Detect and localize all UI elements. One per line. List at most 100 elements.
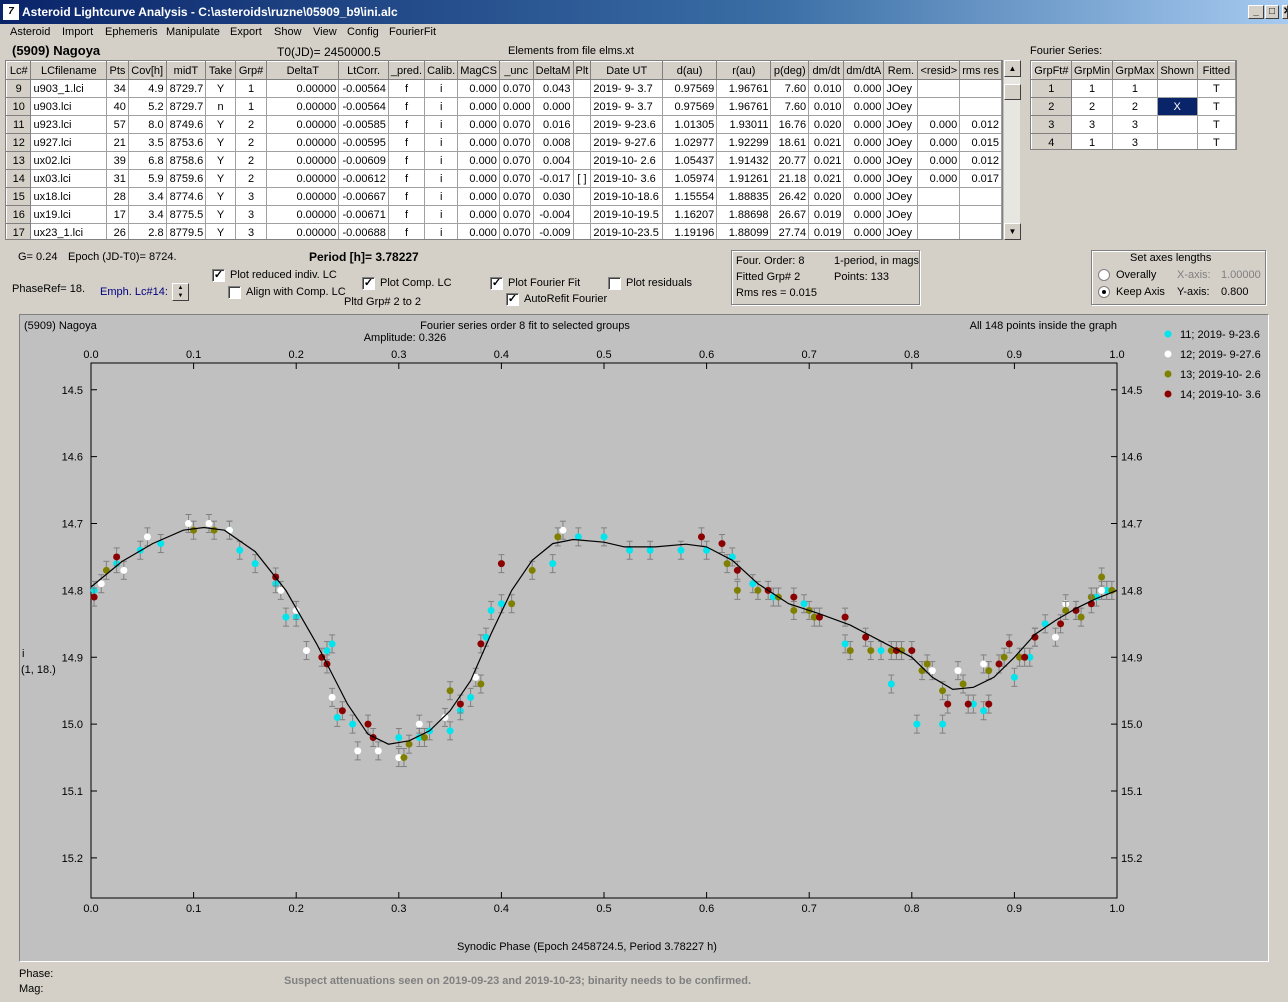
lc-table-cell[interactable]: 2 <box>234 115 268 134</box>
lc-table-cell[interactable]: 0.020 <box>808 187 845 206</box>
lc-table-cell[interactable]: 1.19196 <box>662 223 718 239</box>
lc-table-cell[interactable]: 2019-10-19.5 <box>590 205 664 224</box>
lc-table-cell[interactable]: 2019- 9-23.6 <box>590 115 664 134</box>
lc-table-cell[interactable]: 1.92299 <box>716 133 772 152</box>
lc-table-cell[interactable]: 0.070 <box>498 169 534 188</box>
lc-table-cell[interactable]: i <box>424 223 459 239</box>
lc-table-cell[interactable]: 8729.7 <box>165 79 207 98</box>
emph-lc-spinner[interactable]: ▲ ▼ <box>172 283 189 301</box>
lc-table-cell[interactable]: 0.000 <box>457 151 500 170</box>
lc-table-cell[interactable]: 0.070 <box>498 79 534 98</box>
lc-table-cell[interactable]: 0.015 <box>959 133 1002 152</box>
lc-table-cell[interactable] <box>572 133 592 152</box>
lc-table-cell[interactable]: 8729.7 <box>165 97 207 116</box>
lc-table-row[interactable]: 15 ux18.lci 28 3.4 8774.6 Y 3 0.00000 -0.00667 f i… <box>6 187 1002 206</box>
lc-table-cell[interactable]: 39 <box>106 151 129 170</box>
ft-col-header[interactable]: Shown <box>1156 61 1198 80</box>
menu-export[interactable]: Export <box>230 26 262 38</box>
lc-table-cell[interactable]: 0.00000 <box>266 205 340 224</box>
ft-table-cell[interactable]: T <box>1196 97 1236 116</box>
plot-residuals-checkbox[interactable] <box>608 277 621 290</box>
lc-table-row[interactable]: 10 u903.lci 40 5.2 8729.7 n 1 0.00000 -0.00564 f i… <box>6 97 1002 116</box>
lc-table-cell[interactable]: 21 <box>106 133 129 152</box>
lc-table-cell[interactable]: 0.000 <box>457 187 500 206</box>
lc-table-row[interactable]: 11 u923.lci 57 8.0 8749.6 Y 2 0.00000 -0.00585 f i… <box>6 115 1002 134</box>
lc-table-cell[interactable]: f <box>387 97 426 116</box>
lc-col-header[interactable]: Cov[h] <box>127 61 167 80</box>
lc-table-cell[interactable]: 0.000 <box>843 151 885 170</box>
lc-table-cell[interactable]: u903.lci <box>30 97 108 116</box>
lc-table-cell[interactable]: 14 <box>6 169 32 188</box>
lc-table-cell[interactable]: 2.8 <box>127 223 167 239</box>
lc-table-cell[interactable]: JOey <box>883 97 919 116</box>
lc-table-cell[interactable]: 0.00000 <box>266 133 340 152</box>
lc-table-cell[interactable] <box>917 97 961 116</box>
menu-view[interactable]: View <box>313 26 337 38</box>
lc-table-cell[interactable]: 57 <box>106 115 129 134</box>
x-axis-value[interactable]: 1.00000 <box>1221 269 1261 281</box>
lc-table-cell[interactable]: 1.05437 <box>662 151 718 170</box>
overally-radio[interactable] <box>1098 269 1110 281</box>
lc-table-cell[interactable]: Y <box>205 169 236 188</box>
lc-table-cell[interactable]: 0.97569 <box>662 79 718 98</box>
lc-table-cell[interactable]: 1 <box>234 97 268 116</box>
lc-table-cell[interactable]: 2 <box>234 151 268 170</box>
lc-table-cell[interactable]: 0.00000 <box>266 151 340 170</box>
lc-col-header[interactable]: d(au) <box>662 61 718 80</box>
plot-comp-checkbox[interactable]: ✓ <box>362 277 375 290</box>
lc-table-cell[interactable]: JOey <box>883 187 919 206</box>
lc-table-cell[interactable]: Y <box>205 205 236 224</box>
align-comp-checkbox[interactable] <box>228 286 241 299</box>
lc-table-row[interactable]: 17 ux23_1.lci 26 2.8 8779.5 Y 3 0.00000 -0.00688… <box>6 223 1002 239</box>
lc-table-cell[interactable]: 0.000 <box>843 187 885 206</box>
lc-table-cell[interactable]: 2 <box>234 169 268 188</box>
spin-up-icon[interactable]: ▲ <box>177 285 184 291</box>
lc-table-cell[interactable]: 0.043 <box>532 79 574 98</box>
lc-table-cell[interactable]: 1.91432 <box>716 151 772 170</box>
lc-table-cell[interactable]: 0.000 <box>843 97 885 116</box>
lc-table-cell[interactable]: 15 <box>6 187 32 206</box>
lc-table-cell[interactable]: 11 <box>6 115 32 134</box>
menu-fourierfit[interactable]: FourierFit <box>389 26 437 38</box>
keep-axis-radio[interactable] <box>1098 286 1110 298</box>
lc-table-cell[interactable]: 17 <box>6 223 32 239</box>
lc-table-cell[interactable] <box>959 187 1002 206</box>
lc-table-cell[interactable] <box>572 151 592 170</box>
lc-table-cell[interactable] <box>959 223 1002 239</box>
lc-table-cell[interactable]: 13 <box>6 151 32 170</box>
lc-table-cell[interactable]: 0.00000 <box>266 223 340 239</box>
lc-col-header[interactable]: Grp# <box>234 61 268 80</box>
ft-table-cell[interactable]: X <box>1156 97 1198 116</box>
lc-table-cell[interactable]: 2019- 9- 3.7 <box>590 79 664 98</box>
lc-table-cell[interactable]: 0.021 <box>808 133 845 152</box>
lc-table-cell[interactable]: 1.02977 <box>662 133 718 152</box>
minimize-button[interactable]: _ <box>1248 5 1264 19</box>
lc-table-cell[interactable]: -0.00564 <box>338 97 389 116</box>
lc-table-cell[interactable]: 20.77 <box>770 151 810 170</box>
ft-table-cell[interactable]: 3 <box>1070 115 1114 134</box>
lc-col-header[interactable]: DeltaM <box>532 61 574 80</box>
lc-table-row[interactable]: 16 ux19.lci 17 3.4 8775.5 Y 3 0.00000 -0.00671 f i… <box>6 205 1002 224</box>
lc-table-cell[interactable] <box>572 79 592 98</box>
lc-table-cell[interactable]: JOey <box>883 169 919 188</box>
lc-table-cell[interactable]: Y <box>205 223 236 239</box>
lc-table-cell[interactable]: Y <box>205 115 236 134</box>
ft-col-header[interactable]: GrpFt# <box>1031 61 1072 80</box>
lc-table-cell[interactable]: u923.lci <box>30 115 108 134</box>
lc-table-cell[interactable]: JOey <box>883 79 919 98</box>
ft-table-cell[interactable]: T <box>1196 133 1236 149</box>
lc-table-cell[interactable]: f <box>387 115 426 134</box>
lc-table-cell[interactable]: i <box>424 205 459 224</box>
ft-col-header[interactable]: Fitted <box>1196 61 1236 80</box>
lc-table-cell[interactable]: 8774.6 <box>165 187 207 206</box>
lc-table-cell[interactable] <box>572 187 592 206</box>
lightcurve-table[interactable]: Lc# LCfilename Pts Cov[h] midT Take Grp# DeltaT… <box>5 60 1003 240</box>
lc-col-header[interactable]: dm/dt <box>808 61 845 80</box>
lc-table-cell[interactable]: 0.000 <box>843 133 885 152</box>
ft-table-cell[interactable] <box>1156 115 1198 134</box>
lc-table-cell[interactable]: 4.9 <box>127 79 167 98</box>
lightcurve-plot[interactable]: (5909) Nagoya Fourier series order 8 fit… <box>20 315 1268 961</box>
lc-table-cell[interactable]: 0.000 <box>457 133 500 152</box>
